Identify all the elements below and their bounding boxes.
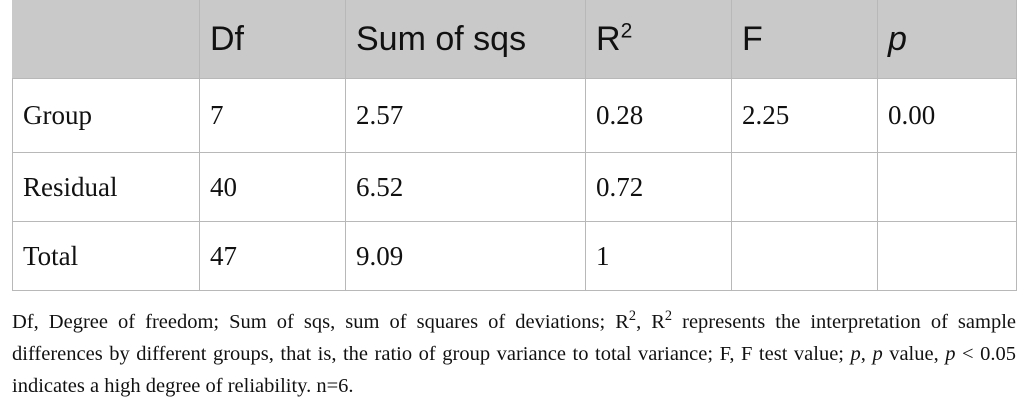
cell-r2: 0.72 bbox=[585, 152, 732, 222]
header-p: p bbox=[877, 0, 1017, 79]
cell-df: 40 bbox=[199, 152, 346, 222]
table-row: Residual 40 6.52 0.72 bbox=[12, 152, 1017, 222]
table-footnote: Df, Degree of freedom; Sum of sqs, sum o… bbox=[12, 306, 1016, 402]
header-sum-of-sqs: Sum of sqs bbox=[345, 0, 586, 79]
cell-p: 0.00 bbox=[877, 78, 1017, 153]
cell-f: 2.25 bbox=[731, 78, 878, 153]
cell-sum-of-sqs: 9.09 bbox=[345, 221, 586, 291]
footnote-text: Df, Degree of freedom; Sum of sqs, sum o… bbox=[12, 311, 629, 333]
row-label: Total bbox=[12, 221, 200, 291]
footnote-p-symbol: p bbox=[850, 343, 861, 365]
footnote-p-symbol: p bbox=[945, 343, 956, 365]
header-r2: R2 bbox=[585, 0, 732, 79]
cell-sum-of-sqs: 2.57 bbox=[345, 78, 586, 153]
footnote-text: , bbox=[860, 343, 873, 365]
cell-sum-of-sqs: 6.52 bbox=[345, 152, 586, 222]
header-r2-superscript: 2 bbox=[620, 19, 633, 43]
table-row: Group 7 2.57 0.28 2.25 0.00 bbox=[12, 78, 1017, 153]
footnote-superscript: 2 bbox=[628, 308, 637, 325]
table-header-row: Df Sum of sqs R2 F p bbox=[12, 0, 1017, 79]
footnote-text: , R bbox=[636, 311, 665, 333]
footnote-p-symbol: p bbox=[872, 343, 883, 365]
cell-df: 47 bbox=[199, 221, 346, 291]
header-empty-cell bbox=[12, 0, 200, 79]
footnote-superscript: 2 bbox=[664, 308, 673, 325]
cell-f bbox=[731, 152, 878, 222]
footnote-text: value, bbox=[882, 343, 946, 365]
cell-df: 7 bbox=[199, 78, 346, 153]
footnote-text: < 0.05 indicates a high degree of reliab… bbox=[12, 343, 1016, 397]
cell-r2: 0.28 bbox=[585, 78, 732, 153]
cell-p bbox=[877, 152, 1017, 222]
row-label: Group bbox=[12, 78, 200, 153]
anova-table-container: Df Sum of sqs R2 F p Group 7 2.57 0.28 2… bbox=[12, 0, 1017, 291]
cell-p bbox=[877, 221, 1017, 291]
footnote-text: represents the interpretation of sample … bbox=[12, 311, 1016, 365]
header-df: Df bbox=[199, 0, 346, 79]
row-label: Residual bbox=[12, 152, 200, 222]
anova-table: Df Sum of sqs R2 F p Group 7 2.57 0.28 2… bbox=[12, 0, 1017, 291]
cell-r2: 1 bbox=[585, 221, 732, 291]
header-r2-base: R bbox=[596, 19, 621, 58]
cell-f bbox=[731, 221, 878, 291]
header-f: F bbox=[731, 0, 878, 79]
table-row: Total 47 9.09 1 bbox=[12, 221, 1017, 291]
